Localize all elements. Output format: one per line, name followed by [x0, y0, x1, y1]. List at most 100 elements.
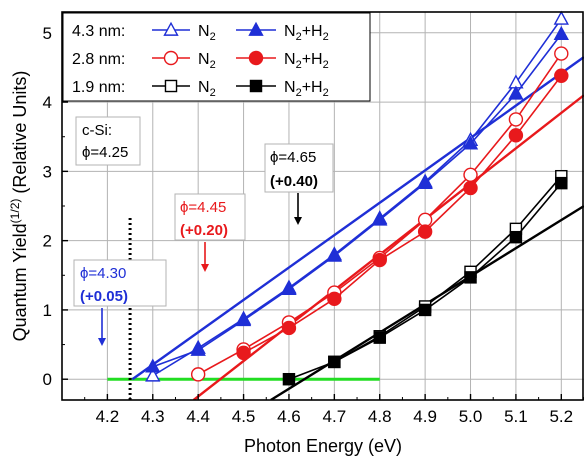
legend-sub: 2 — [323, 59, 329, 71]
red-fit-line — [192, 94, 584, 400]
annotations: c-Si:ϕ=4.25ϕ=4.30(+0.05)ϕ=4.45(+0.20)ϕ=4… — [73, 116, 334, 346]
legend-marker-open — [163, 50, 179, 66]
data-point — [554, 68, 569, 83]
y-axis-label: Quantum Yield(1/2) (Relative Units) — [8, 71, 30, 342]
x-tick-label: 4.4 — [186, 407, 210, 426]
x-tick-label: 5.2 — [549, 407, 573, 426]
data-series — [145, 10, 569, 386]
y-tick-label: 2 — [43, 232, 52, 251]
data-point — [462, 135, 479, 150]
legend-sub: 2 — [210, 59, 216, 71]
data-point — [508, 128, 524, 143]
data-point — [145, 367, 161, 382]
y-axis-label-sup: (1/2) — [8, 199, 22, 224]
data-point — [327, 291, 342, 307]
x-axis-label: Photon Energy (eV) — [244, 436, 402, 456]
x-tick-label: 5.1 — [504, 407, 528, 426]
y-tick-label: 5 — [43, 24, 52, 43]
series-line — [152, 18, 562, 377]
data-point — [282, 372, 296, 386]
annotation-red-phi: ϕ=4.45 (+0.20) — [174, 193, 246, 272]
annotation-box — [174, 193, 246, 241]
legend-marker-filled — [248, 21, 264, 36]
legend-box — [62, 12, 371, 102]
data-point — [464, 271, 477, 284]
legend-label-filled: N2+H2 — [284, 51, 329, 71]
data-point — [417, 212, 433, 228]
annotation-arrow-head — [294, 217, 302, 225]
legend-sub: 2 — [296, 59, 302, 71]
legend-marker-open — [163, 21, 179, 36]
data-point — [235, 312, 252, 327]
annotation-text: ϕ=4.65 — [270, 149, 316, 166]
legend-plus: +H — [302, 23, 323, 40]
data-point — [372, 211, 388, 226]
y-axis-label-main: Quantum Yield — [10, 223, 30, 341]
data-point — [418, 303, 432, 317]
y-tick-label: 0 — [43, 370, 52, 389]
data-point — [190, 367, 206, 382]
annotation-black-phi: ϕ=4.65 (+0.40) — [264, 143, 334, 225]
y-tick-label: 1 — [43, 301, 52, 320]
annotation-csi: c-Si: ϕ=4.25 — [75, 116, 141, 166]
annotation-arrow-head — [201, 264, 209, 272]
legend: 4.3 nm: N2 N2+H22.8 nm: N2 N2+H21.9 nm: N2 N2+… — [62, 12, 371, 102]
annotation-box — [75, 116, 141, 166]
plot-frame — [61, 11, 584, 401]
data-point — [372, 252, 387, 268]
legend-prefix: 4.3 nm: — [72, 23, 125, 40]
data-point — [417, 174, 433, 189]
data-point — [236, 345, 251, 361]
legend-label-filled: N2+H2 — [284, 23, 329, 43]
y-axis-label-units: (Relative Units) — [10, 71, 30, 199]
legend-sub: 2 — [323, 87, 329, 99]
x-tick-label: 4.8 — [368, 407, 392, 426]
data-point — [463, 180, 478, 196]
legend-marker-filled — [249, 79, 263, 93]
data-point — [553, 10, 569, 25]
annotation-text: c-Si: — [82, 122, 112, 139]
series-line — [152, 33, 562, 368]
data-point — [281, 280, 297, 295]
data-point — [509, 230, 523, 244]
x-tick-label: 4.5 — [232, 407, 256, 426]
data-point — [555, 176, 568, 190]
annotation-box — [73, 259, 167, 307]
annotation-arrow-head — [98, 338, 106, 346]
annotation-text: ϕ=4.45 — [180, 199, 226, 216]
legend-sub: 2 — [210, 87, 216, 99]
annotation-text: ϕ=4.30 — [80, 265, 126, 282]
blue-fit-line — [131, 56, 584, 381]
legend-marker-open — [164, 79, 178, 93]
legend-label-filled: N2+H2 — [284, 79, 329, 99]
data-point — [463, 167, 478, 183]
annotation-text: (+0.20) — [180, 222, 228, 239]
data-point — [326, 247, 343, 262]
data-point — [508, 85, 524, 100]
annotation-text: (+0.40) — [270, 173, 318, 190]
x-tick-label: 4.6 — [277, 407, 301, 426]
data-point — [417, 224, 433, 239]
x-tick-label: 4.7 — [323, 407, 347, 426]
data-point — [328, 355, 341, 369]
legend-sub: 2 — [296, 87, 302, 99]
data-point — [190, 341, 206, 356]
y-tick-label: 4 — [43, 93, 52, 112]
data-point — [554, 46, 569, 61]
legend-sub: 2 — [210, 31, 216, 43]
annotation-box — [264, 143, 334, 193]
data-point — [281, 320, 297, 336]
series-line — [243, 75, 562, 354]
legend-sub: 2 — [296, 31, 302, 43]
legend-prefix: 2.8 nm: — [72, 51, 125, 68]
series-black-n2-h2 — [282, 176, 568, 386]
legend-plus: +H — [302, 51, 323, 68]
legend-sub: 2 — [323, 31, 329, 43]
data-point — [373, 331, 386, 344]
data-point — [508, 112, 524, 127]
annotation-blue-phi: ϕ=4.30 (+0.05) — [73, 259, 167, 346]
legend-marker-filled — [248, 50, 264, 66]
legend-prefix: 1.9 nm: — [72, 79, 125, 96]
series-line — [333, 175, 562, 363]
